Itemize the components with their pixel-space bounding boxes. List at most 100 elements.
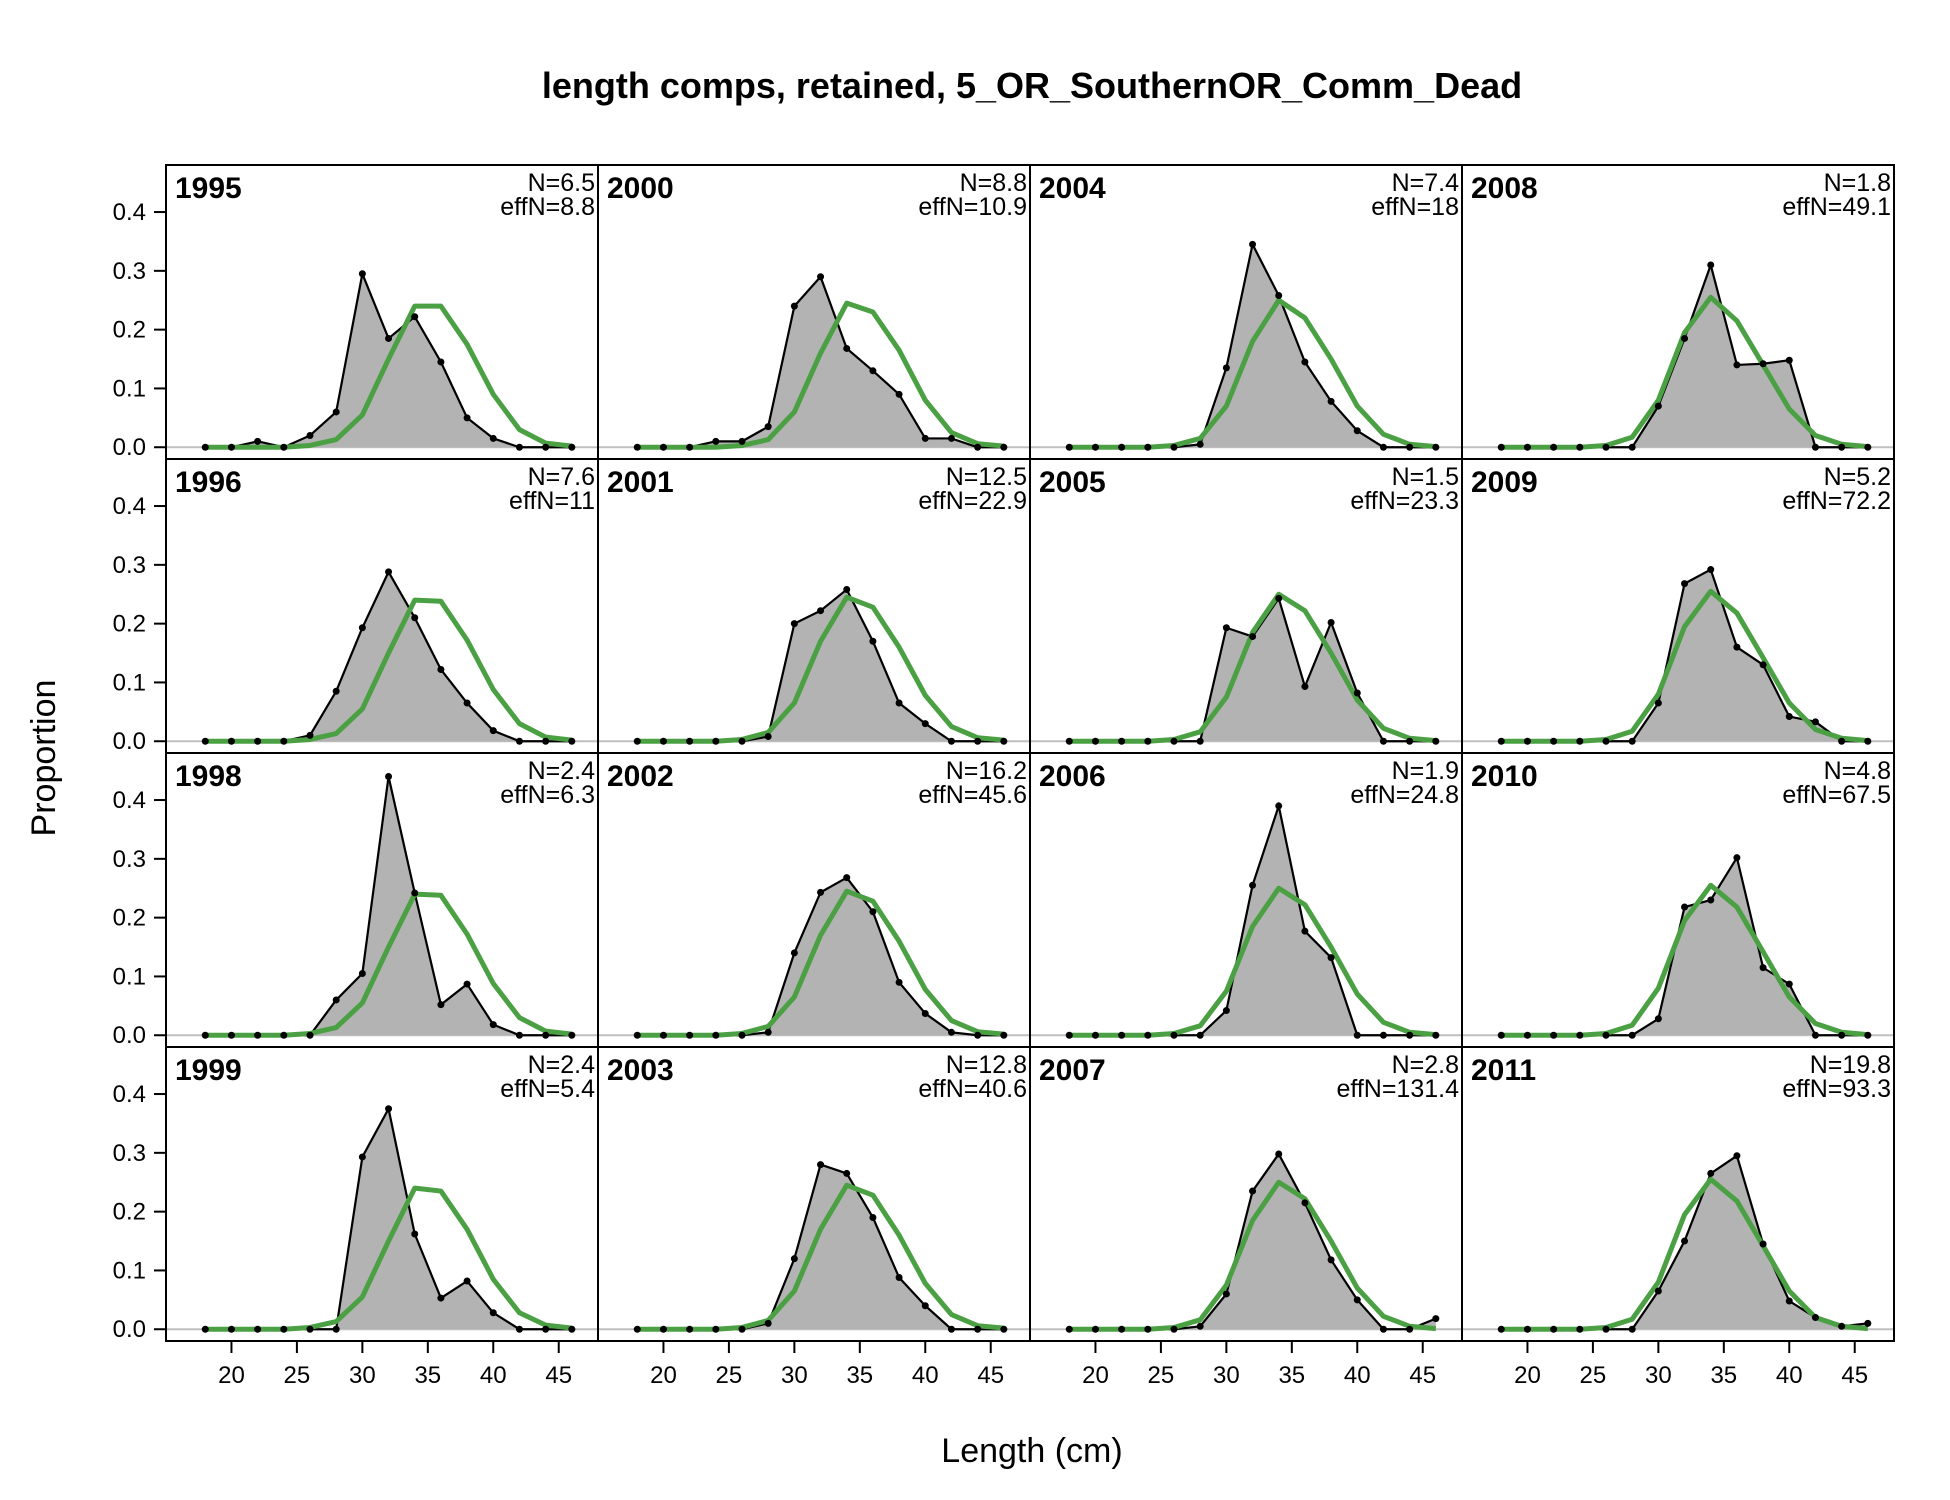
observed-point [947, 1325, 955, 1333]
observed-point [817, 1161, 825, 1169]
x-axis-label: Length (cm) [941, 1432, 1122, 1470]
observed-area [1069, 1154, 1436, 1330]
panel-n-label: N=2.4 [528, 1051, 596, 1079]
x-tick-label: 35 [846, 1362, 873, 1389]
observed-point [306, 1031, 314, 1039]
observed-point [1379, 737, 1387, 745]
observed-point [1550, 737, 1558, 745]
observed-point [1654, 699, 1662, 707]
observed-point [895, 699, 903, 707]
observed-point [921, 434, 929, 442]
x-tick-label: 35 [414, 1362, 441, 1389]
panel-effn-label: effN=93.3 [1782, 1075, 1891, 1103]
observed-point [895, 978, 903, 986]
observed-point [974, 1031, 982, 1039]
observed-point [1406, 737, 1414, 745]
observed-point [1196, 1322, 1204, 1330]
observed-point [1170, 1031, 1178, 1039]
observed-point [1628, 737, 1636, 745]
observed-point [1497, 1325, 1505, 1333]
observed-point [974, 737, 982, 745]
x-tick-label: 35 [1278, 1362, 1305, 1389]
observed-point [254, 737, 262, 745]
observed-point [1576, 737, 1584, 745]
observed-point [1785, 1297, 1793, 1305]
observed-point [1222, 364, 1230, 372]
observed-point [1628, 1031, 1636, 1039]
observed-point [1249, 240, 1257, 248]
observed-point [817, 273, 825, 281]
observed-point [1864, 737, 1872, 745]
observed-point [1301, 358, 1309, 366]
x-tick-label: 35 [1710, 1362, 1737, 1389]
y-tick-label: 0.4 [113, 199, 146, 226]
observed-point [1118, 443, 1126, 451]
panel-effn-label: effN=5.4 [500, 1075, 595, 1103]
observed-point [227, 443, 235, 451]
panel-effn-label: effN=11 [509, 487, 595, 515]
x-tick-label: 45 [1841, 1362, 1868, 1389]
observed-point [1576, 443, 1584, 451]
observed-point [659, 443, 667, 451]
observed-point [790, 1255, 798, 1263]
observed-point [1118, 1031, 1126, 1039]
observed-point [1000, 737, 1008, 745]
observed-point [1118, 1325, 1126, 1333]
observed-point [686, 443, 694, 451]
x-tick-label: 40 [912, 1362, 939, 1389]
x-tick-label: 40 [480, 1362, 507, 1389]
panel-n-label: N=7.6 [528, 463, 595, 491]
observed-point [974, 443, 982, 451]
observed-point [1144, 443, 1152, 451]
observed-point [869, 908, 877, 916]
observed-point [1707, 1169, 1715, 1177]
observed-point [895, 1273, 903, 1281]
observed-point [1275, 802, 1283, 810]
observed-point [411, 313, 419, 321]
observed-point [1406, 443, 1414, 451]
observed-point [227, 1031, 235, 1039]
observed-point [1275, 292, 1283, 300]
expected-line [1069, 297, 1437, 450]
observed-point [738, 1325, 746, 1333]
observed-point [790, 620, 798, 628]
observed-point [633, 443, 641, 451]
observed-point [921, 720, 929, 728]
expected-line [1069, 591, 1437, 744]
panel-n-label: N=1.8 [1824, 169, 1891, 197]
observed-point [1811, 1031, 1819, 1039]
observed-point [1091, 1031, 1099, 1039]
panel-year-label: 2009 [1471, 466, 1538, 499]
panel-n-label: N=6.5 [528, 169, 595, 197]
observed-point [1222, 1007, 1230, 1015]
panel-effn-label: effN=23.3 [1350, 487, 1459, 515]
observed-area [637, 877, 1004, 1036]
y-tick-label: 0.2 [113, 1199, 146, 1226]
observed-point [869, 367, 877, 375]
observed-point [489, 1021, 497, 1029]
observed-point [1654, 1015, 1662, 1023]
observed-point [1327, 618, 1335, 626]
observed-point [1065, 1031, 1073, 1039]
panel-year-label: 2004 [1039, 172, 1106, 205]
observed-point [306, 731, 314, 739]
observed-point [1838, 1031, 1846, 1039]
observed-point [764, 423, 772, 431]
observed-point [1170, 737, 1178, 745]
x-tick-label: 40 [1776, 1362, 1803, 1389]
observed-point [515, 1031, 523, 1039]
panel-effn-label: effN=6.3 [500, 781, 595, 809]
observed-point [1301, 683, 1309, 691]
x-tick-label: 30 [349, 1362, 376, 1389]
observed-point [1497, 1031, 1505, 1039]
observed-point [1432, 1315, 1440, 1323]
observed-point [437, 1001, 445, 1009]
observed-point [1759, 661, 1767, 669]
observed-point [489, 727, 497, 735]
observed-area [1501, 264, 1868, 448]
observed-point [1811, 443, 1819, 451]
